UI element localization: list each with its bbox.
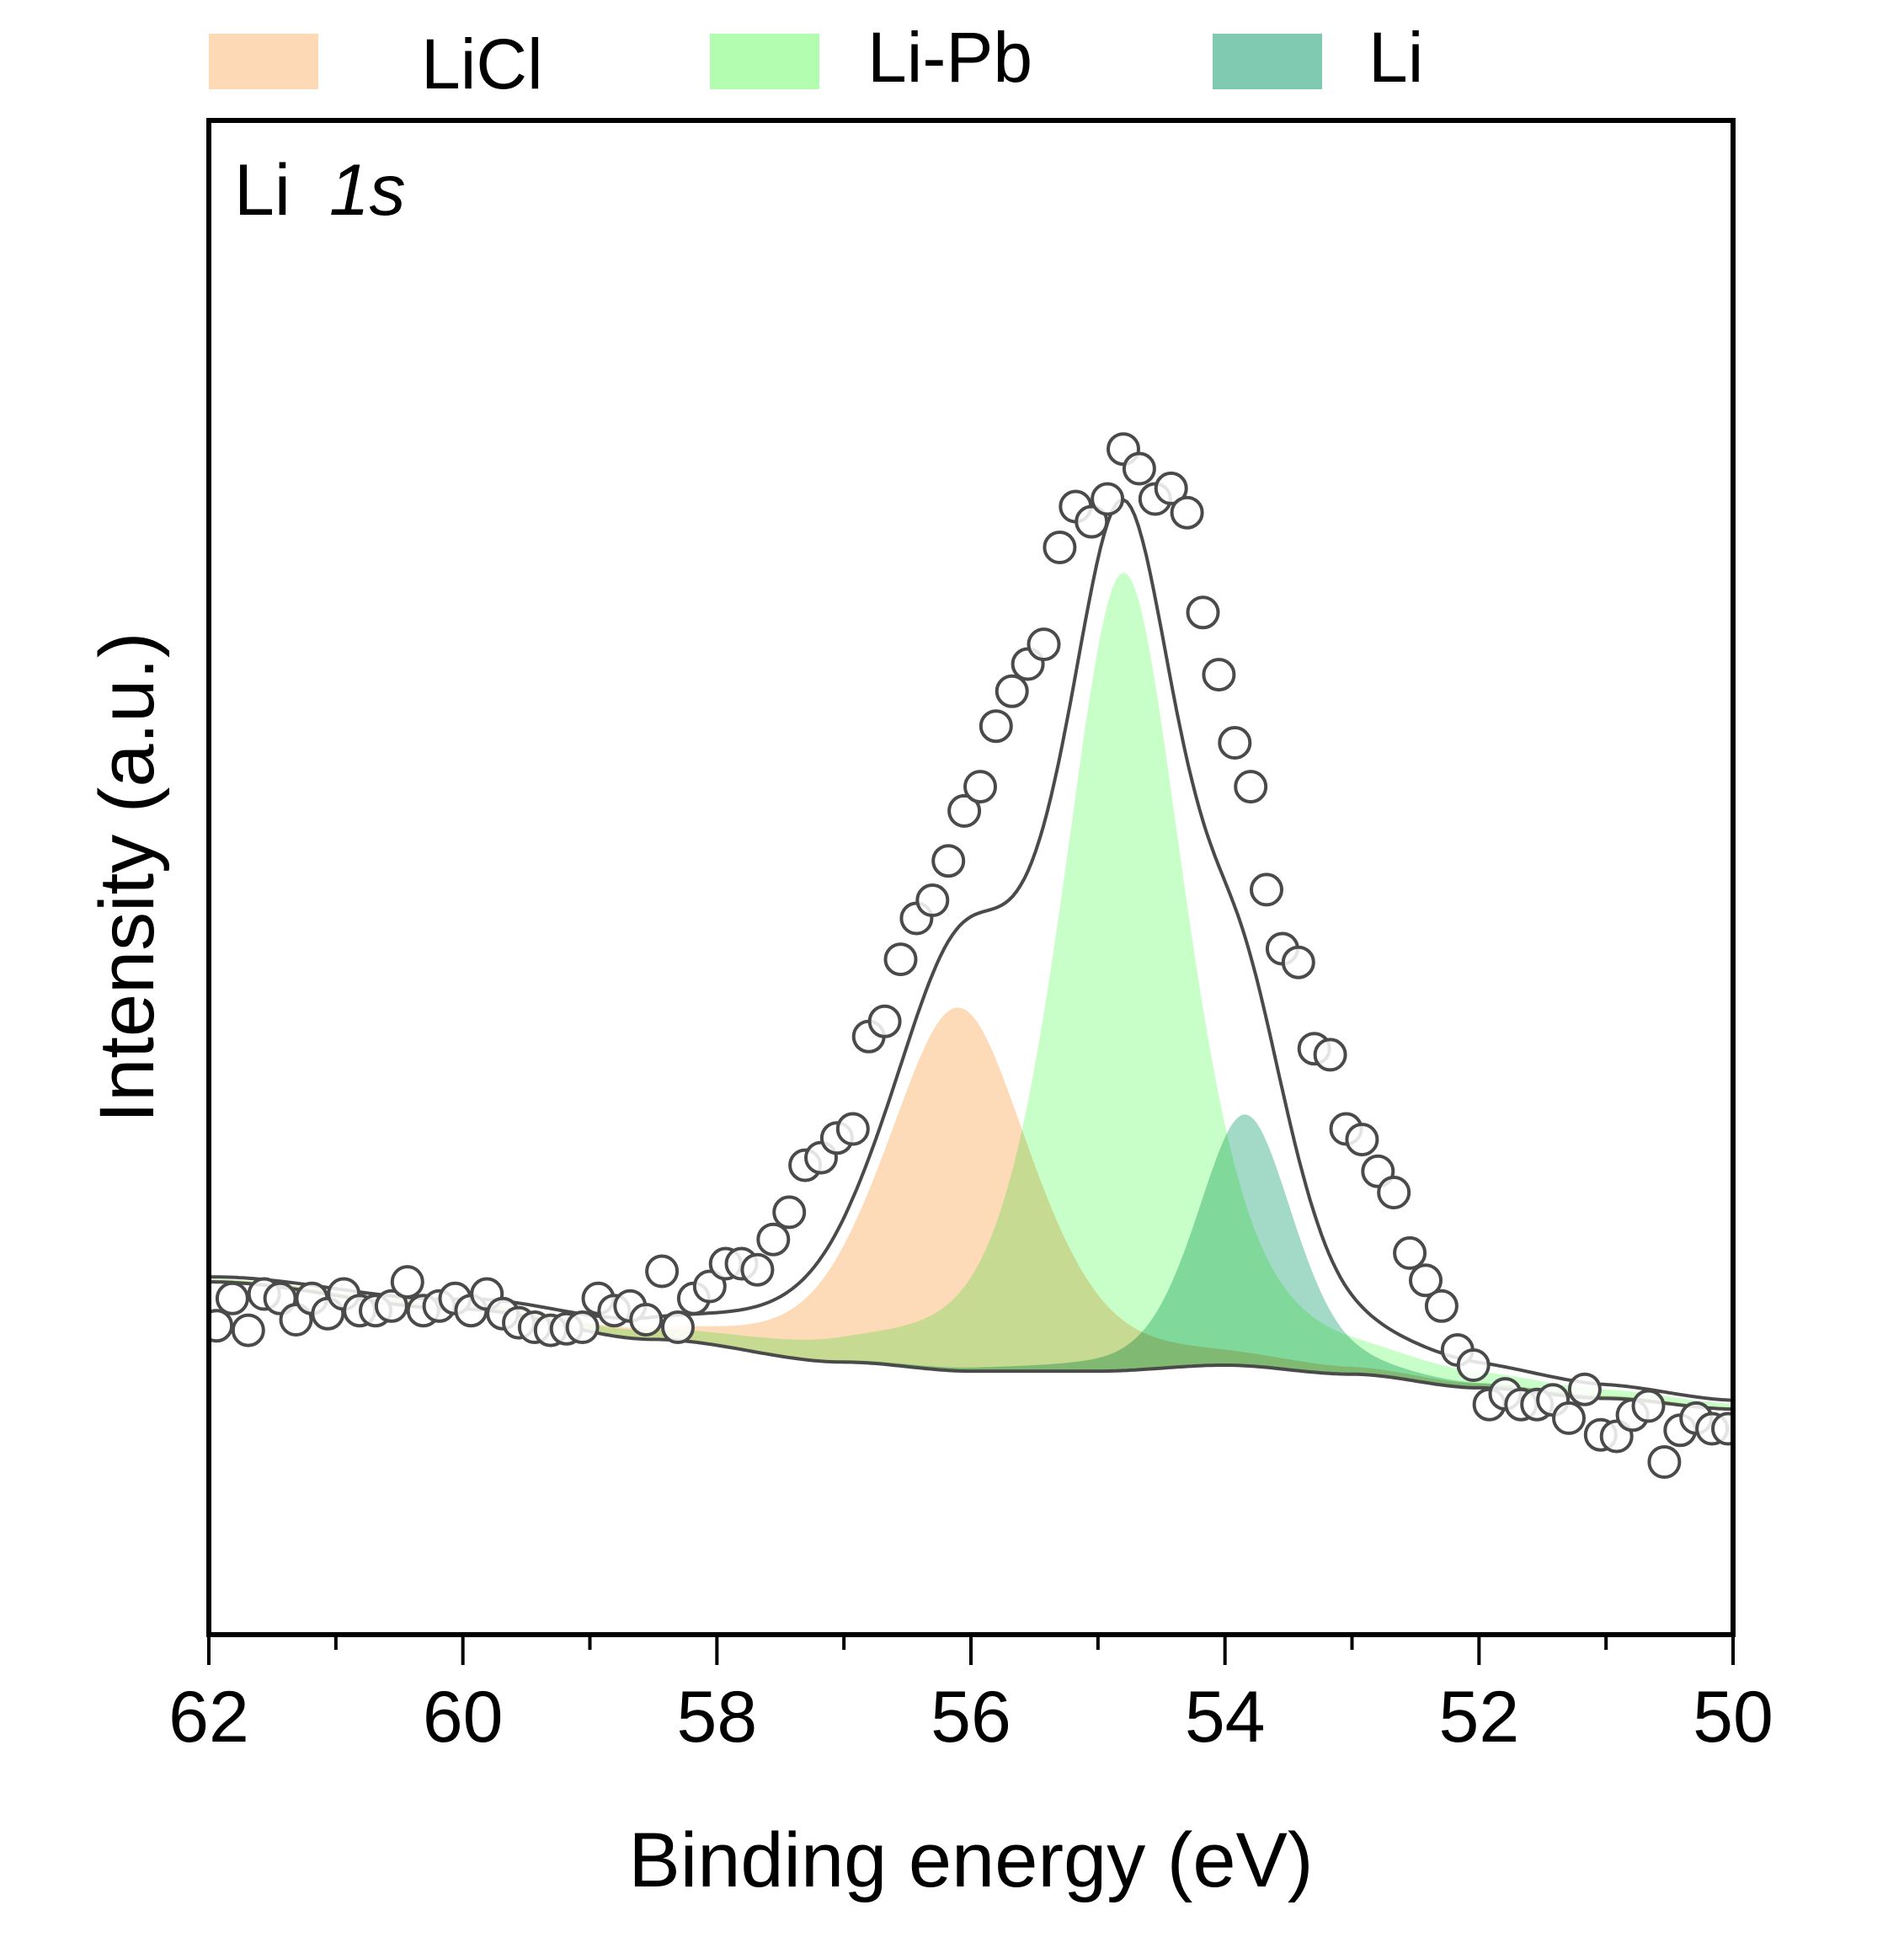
legend-swatch-li (1213, 34, 1322, 89)
x-tick-label: 58 (676, 1677, 757, 1758)
data-point (1186, 595, 1220, 630)
data-point (661, 1310, 695, 1344)
panel-label-orbital: 1s (329, 150, 406, 231)
panel-label: Li 1s (234, 150, 406, 231)
x-axis-ticks (207, 1635, 1735, 1665)
data-point (209, 1309, 234, 1343)
data-point (374, 1289, 408, 1323)
data-point (772, 1195, 807, 1230)
data-point (1711, 1411, 1733, 1446)
data-point (740, 1252, 775, 1287)
data-point (1091, 482, 1125, 516)
component-fill-licl (209, 1007, 1733, 1410)
data-point (390, 1265, 424, 1299)
legend-swatch-licl (209, 34, 318, 89)
data-point (1393, 1235, 1427, 1270)
x-tick-label: 52 (1438, 1677, 1519, 1758)
data-point (692, 1269, 727, 1304)
data-point (1154, 471, 1188, 505)
data-point (1202, 658, 1236, 692)
data-point (1345, 1123, 1379, 1157)
fit-components (209, 572, 1733, 1410)
data-point (1377, 1176, 1411, 1209)
panel-label-element: Li (234, 150, 291, 231)
data-point (835, 1112, 870, 1146)
data-point (629, 1303, 664, 1337)
data-point (231, 1313, 265, 1347)
data-point (931, 844, 966, 878)
data-points (209, 432, 1733, 1479)
data-point (1075, 504, 1109, 539)
legend-label-licl: LiCl (421, 24, 543, 104)
component-fill-lipb (209, 572, 1733, 1410)
data-point (947, 793, 982, 828)
data-point (1234, 770, 1268, 804)
data-point (756, 1222, 791, 1257)
y-axis-title: Intensity (a.u.) (84, 632, 170, 1123)
data-point (883, 942, 918, 977)
data-point (1552, 1401, 1586, 1435)
data-point (565, 1310, 600, 1344)
data-point (1567, 1372, 1602, 1406)
data-point (1027, 627, 1061, 662)
data-point (1409, 1263, 1443, 1298)
data-point (215, 1281, 249, 1315)
data-point (1631, 1389, 1666, 1423)
x-tick-label: 54 (1185, 1677, 1266, 1758)
data-point (1647, 1445, 1682, 1479)
x-tick-label: 62 (168, 1677, 249, 1758)
data-point (867, 1004, 902, 1038)
data-point (645, 1254, 680, 1289)
legend-label-lipb: Li-Pb (867, 18, 1032, 97)
data-point (1250, 872, 1283, 907)
data-point (1456, 1348, 1491, 1382)
data-point (1281, 945, 1315, 979)
data-point (979, 709, 1013, 744)
data-point (963, 770, 997, 804)
data-point (1170, 495, 1204, 530)
x-tick-label: 56 (931, 1677, 1011, 1758)
legend-label-li: Li (1368, 18, 1423, 97)
data-point (1424, 1289, 1459, 1323)
data-point (995, 674, 1029, 708)
data-point (1313, 1038, 1347, 1072)
x-tick-label: 50 (1693, 1677, 1773, 1758)
data-point (915, 883, 950, 917)
data-point (1122, 451, 1156, 486)
legend-swatch-lipb (710, 34, 819, 89)
data-point (1218, 726, 1252, 760)
x-tick-label: 60 (423, 1677, 504, 1758)
x-axis-title: Binding energy (eV) (628, 1817, 1313, 1903)
x-axis-tick-labels: 62 60 58 56 54 52 50 (168, 1677, 1773, 1758)
legend: LiCl Li-Pb Li (209, 18, 1423, 104)
data-point (1043, 531, 1077, 564)
